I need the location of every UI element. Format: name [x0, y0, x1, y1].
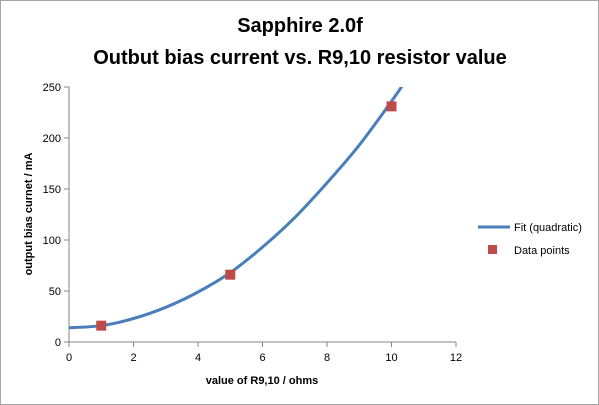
y-tick-labels: 0 50 100 150 200 250 [43, 82, 69, 349]
chart-title-line-1: Sapphire 2.0f [237, 15, 363, 37]
data-point-marker [96, 320, 107, 331]
legend-label-fit: Fit (quadratic) [514, 222, 582, 234]
x-tick-label: 0 [66, 352, 72, 364]
x-tick-label: 10 [385, 352, 397, 364]
x-tick-label: 2 [130, 352, 136, 364]
y-tick-label: 150 [43, 184, 61, 196]
data-point-marker [386, 101, 397, 112]
x-tick-label: 12 [450, 352, 462, 364]
y-tick-label: 250 [43, 82, 61, 94]
x-axis-label: value of R9,10 / ohms [206, 375, 318, 387]
x-tick-labels: 0 2 4 6 8 10 12 [66, 342, 462, 364]
y-axis-label: output bias curnet / mA [23, 153, 35, 276]
y-tick-label: 0 [55, 337, 61, 349]
x-tick-label: 4 [195, 352, 201, 364]
plot-area [69, 87, 404, 331]
y-tick-label: 100 [43, 235, 61, 247]
legend: Fit (quadratic) Data points [478, 222, 582, 257]
legend-marker-swatch [488, 245, 497, 254]
y-tick-label: 50 [49, 286, 61, 298]
fit-quadratic-line [69, 87, 404, 330]
legend-label-data-points: Data points [514, 245, 570, 257]
x-tick-label: 8 [324, 352, 330, 364]
y-tick-label: 200 [43, 133, 61, 145]
data-point-marker [225, 269, 236, 280]
x-tick-label: 6 [259, 352, 265, 364]
chart-title-line-2: Outbut bias current vs. R9,10 resistor v… [93, 47, 506, 69]
